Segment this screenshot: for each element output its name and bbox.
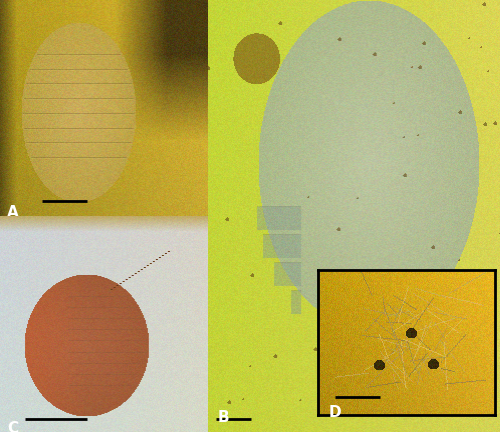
- Text: A: A: [8, 205, 19, 220]
- Text: C: C: [8, 421, 18, 432]
- Text: D: D: [328, 405, 341, 419]
- Text: B: B: [218, 410, 230, 426]
